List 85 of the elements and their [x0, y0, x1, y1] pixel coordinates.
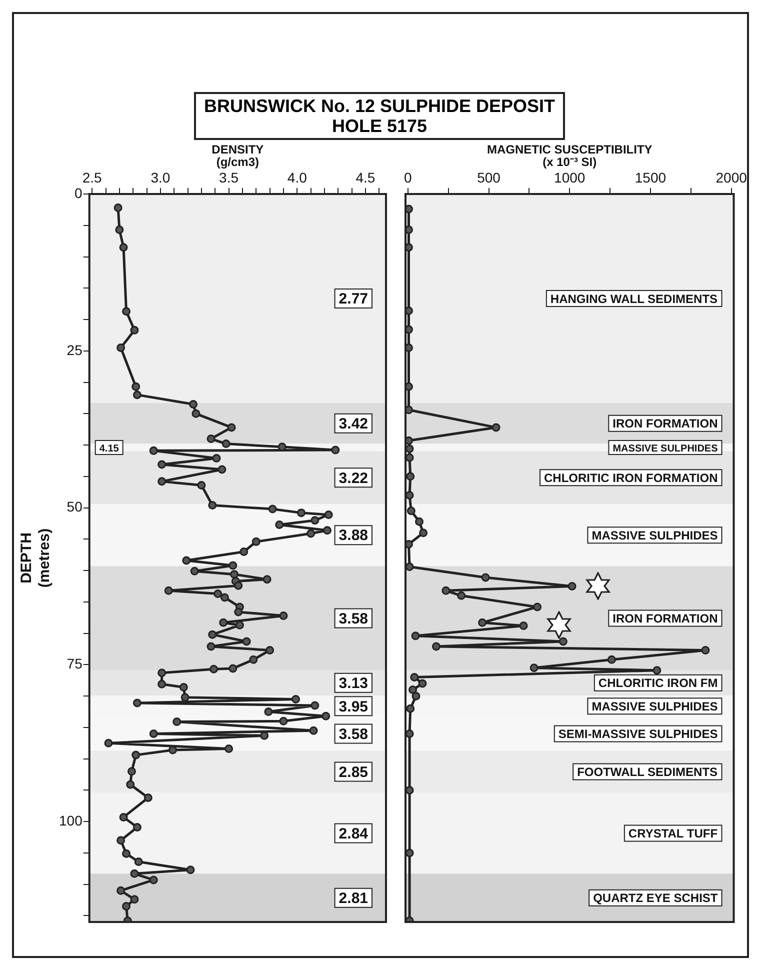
- x-tick-label: 4.5: [356, 169, 376, 186]
- x-tick-label: 3.5: [219, 169, 239, 186]
- band-label: CHLORITIC IRON FORMATION: [544, 470, 718, 485]
- point: [419, 528, 428, 538]
- point: [410, 672, 419, 682]
- point: [406, 704, 415, 713]
- y-tick-label: 50: [66, 498, 83, 515]
- point: [406, 325, 413, 334]
- band-label: 3.88: [338, 527, 368, 544]
- band-label: 3.22: [338, 470, 368, 487]
- x-axis-title: DENSITY (g/cm3): [212, 142, 264, 170]
- point: [418, 679, 427, 688]
- x-tick-label: 1000: [554, 169, 586, 186]
- point: [406, 226, 413, 234]
- point: [530, 664, 538, 672]
- point: [481, 573, 490, 582]
- point: [406, 453, 414, 462]
- point: [406, 382, 413, 391]
- x-tick-label: 1500: [634, 169, 666, 186]
- point: [442, 586, 450, 595]
- band-label: MASSIVE SULPHIDES: [592, 699, 718, 714]
- band-label: 3.58: [338, 726, 368, 743]
- point: [558, 637, 568, 646]
- band-label: 2.84: [338, 825, 369, 842]
- point: [406, 786, 414, 794]
- x-axis-title: MAGNETIC SUSCEPTIBILITY (x 10⁻³ SI): [486, 142, 652, 170]
- y-tick-label: 100: [59, 812, 83, 828]
- x-tick-label: 2.5: [82, 169, 102, 186]
- point: [432, 642, 440, 651]
- point: [406, 436, 413, 445]
- point: [406, 406, 413, 414]
- point: [457, 591, 466, 600]
- x-tick-label: 0: [404, 169, 412, 186]
- point: [406, 848, 414, 858]
- point: [406, 243, 413, 252]
- band-label: QUARTZ EYE SCHIST: [593, 891, 718, 906]
- band-label: 2.85: [338, 764, 368, 781]
- x-tick-label: 2000: [716, 169, 748, 186]
- band-label: 4.15: [99, 443, 120, 454]
- y-axis-title: DEPTH (metres): [18, 528, 54, 588]
- band-label: 3.13: [338, 675, 368, 692]
- point: [533, 602, 542, 612]
- band-label: 2.81: [338, 890, 368, 907]
- point: [406, 344, 413, 352]
- chart-title: BRUNSWICK No. 12 SULPHIDE DEPOSIT: [204, 96, 556, 116]
- x-tick-label: 500: [477, 169, 501, 186]
- chart-subtitle: HOLE 5175: [330, 116, 428, 136]
- point: [406, 306, 413, 315]
- band-label: MASSIVE SULPHIDES: [612, 443, 718, 454]
- band-label: IRON FORMATION: [612, 416, 718, 431]
- band-label: FOOTWALL SEDIMENTS: [577, 765, 718, 780]
- band-label: HANGING WALL SEDIMENTS: [550, 292, 718, 306]
- x-tick-label: 3.0: [150, 169, 170, 186]
- band-label: SEMI-MASSIVE SULPHIDES: [558, 727, 718, 742]
- band-label: CRYSTAL TUFF: [628, 826, 718, 841]
- point: [406, 204, 413, 214]
- point: [406, 729, 414, 738]
- band-label: 3.95: [338, 698, 368, 716]
- point: [701, 646, 710, 655]
- point: [408, 686, 418, 694]
- x-tick-label: 4.0: [287, 169, 308, 186]
- point: [411, 632, 420, 640]
- point: [607, 655, 616, 664]
- y-tick-label: 25: [66, 342, 83, 358]
- point: [406, 506, 416, 516]
- point: [519, 622, 528, 630]
- point: [406, 444, 414, 454]
- point: [568, 582, 576, 590]
- band-label: 3.58: [338, 610, 368, 628]
- point: [412, 692, 420, 700]
- point: [406, 472, 415, 481]
- y-tick-label: 0: [74, 184, 83, 201]
- point: [478, 618, 487, 627]
- point: [406, 562, 414, 572]
- band-label: 3.42: [338, 416, 368, 433]
- band-label: MASSIVE SULPHIDES: [592, 528, 718, 542]
- band-label: 2.77: [338, 290, 368, 308]
- point: [492, 423, 500, 432]
- point: [406, 540, 413, 548]
- band-label: CHLORITIC IRON FM: [598, 676, 718, 690]
- y-tick-label: 75: [66, 656, 83, 672]
- point: [406, 490, 414, 500]
- point: [414, 517, 424, 526]
- point: [652, 666, 662, 675]
- band-label: IRON FORMATION: [612, 612, 718, 626]
